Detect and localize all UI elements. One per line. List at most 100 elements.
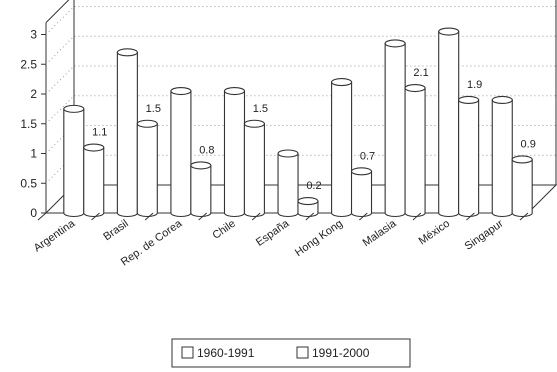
x-category-label: Malasia [361,217,400,249]
x-tick [412,212,422,221]
bar-series-2 [243,119,265,218]
cylinder-top [331,78,353,87]
bar-series-1 [223,86,246,218]
cylinder-top [350,167,373,176]
cylinder-body [83,147,105,218]
gridline [45,35,556,65]
bar-series-1 [116,48,138,218]
x-category-label: Brasil [101,218,130,244]
cylinder-top [170,86,192,96]
cylinder-top [277,149,299,158]
cylinder-top [190,161,212,170]
x-tick [359,212,368,221]
cylinder-body [384,42,406,218]
x-category-label: México [417,218,452,248]
x-tick [466,212,475,221]
gridline [45,6,556,35]
x-category-label: Argentina [32,217,78,254]
cylinder-body [136,123,158,218]
cylinder-body [190,164,212,218]
cylinder-body [491,99,513,218]
legend-swatch-series-1 [181,346,194,359]
y-tick-label: 1 [30,147,37,161]
data-label: 0.8 [199,144,214,156]
x-category-label: Singapur [463,217,506,252]
cylinder-body [511,158,533,218]
data-label: 0.9 [521,138,536,150]
bar-series-2 [458,95,480,218]
cylinder-top [243,119,265,128]
y-axis: 0 0.5 1 1.5 2 2.5 3 [20,28,46,220]
data-label: 0.2 [306,180,321,192]
cylinder-body [438,30,460,218]
data-label: 1.5 [146,103,161,115]
bar-series-2 [511,155,533,218]
x-tick [91,212,100,221]
bar-series-1 [277,149,299,218]
x-tick [198,212,207,221]
side-wall-top [45,0,70,23]
bar-series-2 [297,197,319,218]
cylinder-top [116,48,138,57]
bar-series-1 [438,27,460,218]
cylinder-body [116,51,138,218]
cylinder-body [458,99,480,218]
bar-series-1 [384,39,406,218]
cylinder-body [277,152,299,218]
bar-series-1 [63,104,85,218]
x-tick [251,212,261,221]
bar-series-2 [136,119,158,218]
x-category-label: Hong Kong [293,218,345,259]
cylinder-top [297,197,319,206]
cylinder-body [350,170,373,218]
cylinder-top [491,95,513,104]
bar-series-2 [83,143,105,218]
chart-bars [63,27,533,218]
cylinder-body [223,90,246,218]
cylinder-top [404,84,426,93]
data-label: 1.5 [253,103,268,115]
data-label: 1.9 [467,79,482,91]
y-tick-label: 0.5 [20,176,37,190]
cylinder-top [438,27,460,36]
y-tick-label: 3 [30,28,37,42]
data-label: 0.7 [360,150,375,162]
cylinder-top [63,104,85,113]
bar-series-2 [190,161,212,218]
chart-legend: 1960-1991 1991-2000 [171,338,411,368]
cylinder-body [404,87,426,218]
bar-series-2 [404,84,426,218]
legend-label-series-1: 1960-1991 [197,346,255,360]
data-label: 1.1 [92,127,107,139]
x-category-label: España [254,217,292,249]
x-tick [305,212,315,221]
bar-series-1 [491,95,513,218]
cylinder-top [458,95,480,104]
bar-series-1 [170,86,192,218]
cylinder-top [83,143,105,152]
cylinder-body [331,81,353,218]
cylinder-top [223,86,246,96]
y-tick-label: 2 [30,87,37,101]
legend-box [171,338,411,368]
cylinder-top [136,119,158,128]
y-tick-label: 1.5 [20,117,37,131]
x-category-label: Chile [210,218,237,242]
cylinder-top [511,155,533,164]
cylinder-top [384,39,406,48]
y-tick-label: 2.5 [20,57,37,71]
y-tick-label: 0 [30,206,37,220]
cylinder-body [243,123,265,218]
data-labels: 1.1 1.5 0.8 1.5 0.2 0.7 2.1 1.9 0.9 [92,67,536,192]
legend-label-series-2: 1991-2000 [312,346,370,360]
bar-series-2 [350,167,373,218]
x-tick [519,212,529,221]
legend-swatch-series-2 [296,346,309,359]
cylinder-body [63,108,85,218]
x-tick [37,212,47,221]
bar-series-1 [331,78,353,218]
cylinder-body [170,90,192,218]
x-tick [144,212,154,221]
